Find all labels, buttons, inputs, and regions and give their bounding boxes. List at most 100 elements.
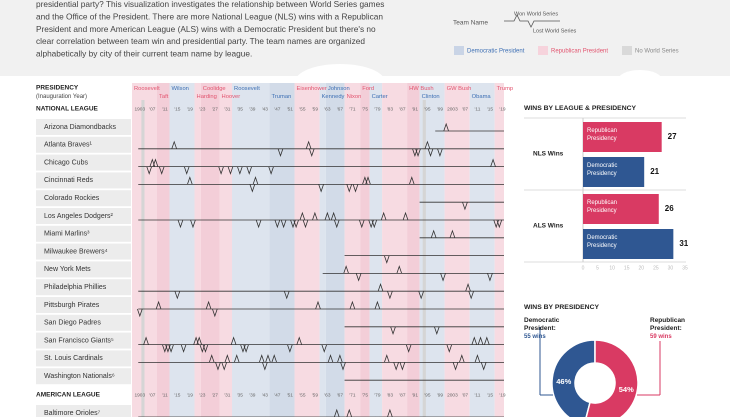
team-label: Baltimore Orioles⁷: [44, 410, 101, 417]
x-tick-label: '91: [412, 392, 419, 398]
win-spike: [196, 336, 202, 345]
win-spike: [330, 211, 337, 221]
x-tick-label: '23: [199, 392, 206, 398]
presidency-band: [407, 83, 420, 417]
legend-swatch: [538, 46, 548, 55]
loss-spike: [180, 344, 187, 353]
team-label-bg: [36, 243, 131, 260]
x-tick-label: '11: [162, 392, 168, 398]
bar: [583, 122, 662, 152]
x-tick-label: '71: [349, 106, 356, 112]
loss-spike: [168, 344, 174, 353]
win-spike: [152, 158, 159, 167]
president-label: Nixon: [347, 94, 362, 100]
loss-spike: [202, 344, 209, 353]
team-label: Pittsburgh Pirates: [44, 302, 100, 309]
win-spike: [155, 300, 162, 310]
president-label: Hoover: [222, 94, 241, 100]
team-label: Washington Nationals⁶: [44, 373, 115, 380]
president-label: Truman: [272, 94, 292, 100]
x-tick-label: 35: [682, 265, 688, 271]
team-label-bg: [36, 208, 131, 224]
team-label-bg: [36, 136, 131, 153]
president-label: Wilson: [172, 86, 189, 92]
presidency-band: [344, 83, 361, 417]
president-label: Johnson: [328, 86, 350, 92]
win-spike: [449, 229, 456, 238]
legend-lost: Lost World Series: [533, 28, 577, 34]
win-spike: [346, 408, 353, 417]
bar: [583, 157, 645, 187]
x-tick-label: '15: [174, 106, 181, 112]
donut-title: WINS BY PRESIDENCY: [524, 304, 599, 311]
win-spike: [187, 176, 193, 185]
intro-text: President and more American League (ALS)…: [36, 24, 376, 34]
loss-spike: [393, 362, 399, 371]
presidency-band: [469, 83, 495, 417]
x-tick-label: 2003: [447, 392, 458, 398]
legend-label: Republican President: [551, 49, 608, 55]
x-tick-label: '79: [374, 106, 381, 112]
win-spike: [143, 336, 149, 345]
win-spike: [380, 211, 387, 221]
donut-value-label: 46%: [556, 377, 571, 386]
presidency-band: [369, 83, 383, 417]
loss-spike: [427, 148, 434, 158]
x-tick-label: '11: [474, 392, 480, 398]
win-spike: [477, 336, 484, 345]
loss-spike: [280, 219, 287, 229]
no-series-band: [422, 100, 426, 417]
x-tick-label: 1903: [134, 392, 145, 398]
team-label-bg: [36, 350, 131, 367]
team-label-bg: [36, 225, 131, 242]
presidency-band: [360, 83, 370, 417]
loss-spike: [452, 362, 459, 371]
legend-team: Team Name: [453, 20, 488, 27]
x-tick-label: '99: [437, 106, 444, 112]
x-tick-label: '43: [262, 392, 269, 398]
presidency-band: [319, 83, 326, 417]
x-tick-label: 15: [624, 265, 630, 271]
loss-spike: [399, 362, 406, 371]
x-tick-label: '43: [262, 106, 269, 112]
loss-spike: [415, 148, 421, 158]
win-spike: [337, 354, 343, 363]
team-label-bg: [36, 172, 131, 189]
category-label: ALS Wins: [533, 223, 564, 230]
loss-spike: [268, 166, 274, 175]
x-tick-label: '39: [249, 392, 256, 398]
win-spike: [333, 408, 340, 417]
president-label: Harding: [197, 94, 217, 100]
team-label-bg: [36, 154, 131, 171]
win-spike: [465, 282, 471, 292]
win-spike: [484, 336, 490, 345]
team-label: San Diego Padres: [44, 320, 101, 327]
win-spike: [402, 211, 409, 221]
legend-swatch: [454, 46, 464, 55]
x-tick-label: '07: [149, 392, 156, 398]
loss-spike: [255, 219, 262, 229]
x-tick-label: '27: [212, 392, 219, 398]
loss-spike: [321, 344, 328, 353]
president-label: GW Bush: [447, 86, 472, 92]
x-tick-label: '19: [187, 106, 194, 112]
loss-spike: [346, 184, 353, 193]
win-spike: [258, 354, 265, 363]
bar-series-label: Republican Presidency: [587, 200, 618, 214]
loss-spike: [405, 344, 412, 353]
loss-spike: [390, 326, 396, 336]
loss-spike: [262, 362, 268, 371]
bar-series-label: Republican Presidency: [587, 128, 618, 142]
bands: [132, 83, 504, 417]
x-tick-label: '31: [224, 392, 231, 398]
win-spike: [490, 158, 496, 167]
donut-slice: [551, 339, 596, 417]
team-label-bg: [36, 332, 131, 349]
category-label: NLS Wins: [533, 151, 564, 158]
win-spike: [471, 336, 478, 345]
win-spike: [424, 140, 431, 149]
win-spike: [387, 408, 393, 417]
x-tick-label: '59: [312, 392, 319, 398]
bar: [583, 194, 659, 224]
